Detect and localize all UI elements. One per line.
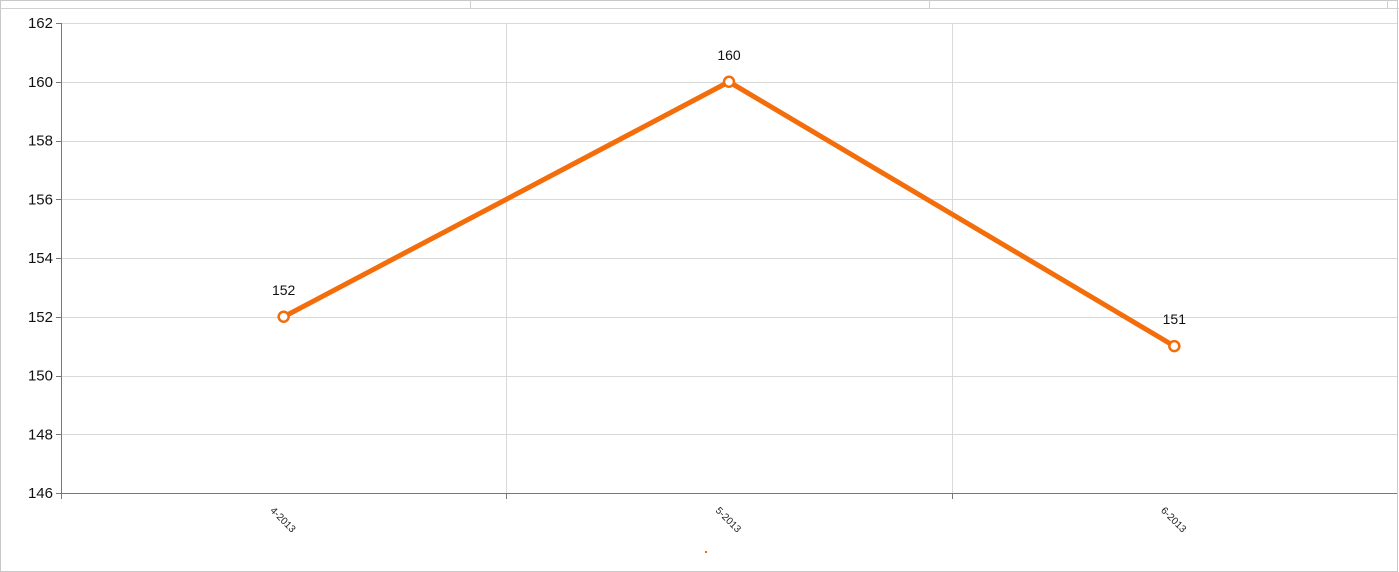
x-tick-label: 4-2013	[268, 505, 298, 535]
data-label: 160	[717, 47, 741, 63]
y-tick-label: 158	[28, 133, 53, 150]
x-tick-label: 6-2013	[1158, 505, 1188, 535]
data-labels: 152 160 151	[272, 47, 1186, 327]
data-label: 152	[272, 282, 296, 298]
x-tick-labels: 4-2013 5-2013 6-2013	[268, 505, 1189, 535]
x-tick-label: 5-2013	[713, 505, 743, 535]
data-label: 151	[1163, 311, 1187, 327]
legend	[705, 551, 707, 553]
y-tick-label: 150	[28, 368, 53, 385]
top-strip	[0, 0, 1399, 9]
y-tick-label: 162	[28, 15, 53, 32]
y-tick-label: 160	[28, 74, 53, 91]
data-point	[1168, 339, 1181, 353]
y-tick-label: 156	[28, 191, 53, 208]
y-tick-label: 154	[28, 250, 53, 267]
y-tick-labels: 146 148 150 152 154 156 158 160 162	[28, 15, 53, 502]
series-line	[282, 78, 1176, 349]
point-markers	[277, 75, 1181, 353]
y-tick-label: 146	[28, 485, 53, 502]
data-point	[277, 310, 290, 323]
y-tick-label: 152	[28, 309, 53, 326]
legend-swatch	[705, 551, 707, 553]
data-point	[722, 75, 736, 88]
y-tick-label: 148	[28, 426, 53, 443]
grid-lines	[61, 23, 1397, 493]
series-line-layer	[282, 78, 1176, 349]
axes	[56, 23, 1397, 499]
